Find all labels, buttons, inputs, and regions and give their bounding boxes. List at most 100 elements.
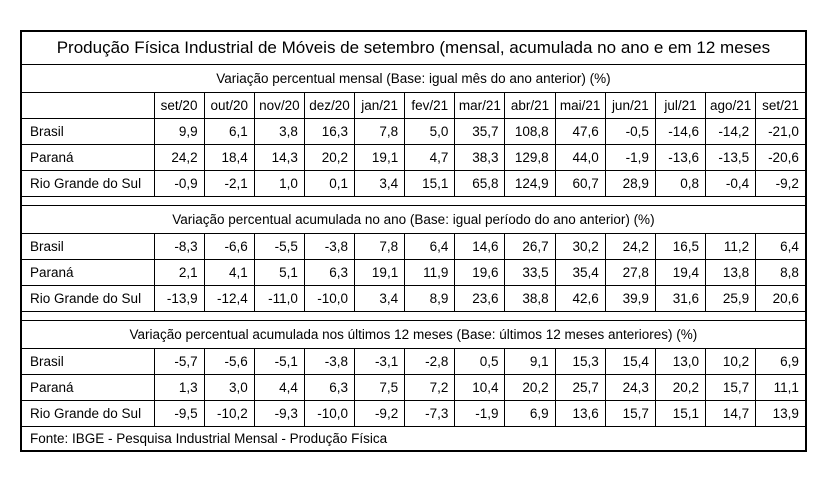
value-cell: 38,8: [504, 285, 556, 312]
value-cell: -9,2: [354, 400, 406, 427]
value-cell: 15,3: [554, 348, 606, 375]
value-cell: 4,1: [203, 259, 255, 286]
month-header: set/21: [755, 92, 807, 119]
separator-row: [20, 311, 807, 321]
month-header: out/20: [203, 92, 255, 119]
value-cell: -13,5: [705, 144, 757, 171]
value-cell: -5,6: [203, 348, 255, 375]
section-header-row: Variação percentual mensal (Base: igual …: [20, 64, 807, 93]
value-cell: 28,9: [604, 170, 656, 197]
table-row: Rio Grande do Sul -13,9 -12,4 -11,0 -10,0 3,4…: [20, 285, 807, 312]
section-header: Variação percentual acumulada nos último…: [20, 320, 807, 349]
value-cell: 19,1: [354, 144, 406, 171]
value-cell: 15,1: [654, 400, 707, 427]
table-row: Paraná 24,2 18,4 14,3 20,2 19,1 4,7 38,3 129,8 44…: [20, 144, 807, 171]
value-cell: 16,3: [303, 118, 356, 145]
value-cell: 8,8: [755, 259, 807, 286]
value-cell: 14,3: [253, 144, 305, 171]
value-cell: 3,4: [354, 170, 406, 197]
value-cell: 23,6: [454, 285, 506, 312]
stats-table: Produção Física Industrial de Móveis de …: [20, 30, 807, 452]
value-cell: -3,1: [354, 348, 406, 375]
value-cell: 13,9: [755, 400, 807, 427]
value-cell: 42,6: [554, 285, 606, 312]
value-cell: -1,9: [454, 400, 506, 427]
value-cell: 19,1: [354, 259, 406, 286]
value-cell: 6,9: [504, 400, 556, 427]
value-cell: -10,0: [303, 400, 356, 427]
value-cell: -0,5: [604, 118, 656, 145]
value-cell: 124,9: [504, 170, 556, 197]
value-cell: -0,9: [153, 170, 205, 197]
title-row: Produção Física Industrial de Móveis de …: [20, 30, 807, 65]
value-cell: 7,2: [404, 374, 456, 401]
region-label: Paraná: [20, 259, 155, 286]
value-cell: 13,6: [554, 400, 606, 427]
value-cell: 25,9: [705, 285, 757, 312]
value-cell: -13,6: [654, 144, 707, 171]
separator-cell: [20, 196, 807, 206]
month-header-row: set/20 out/20 nov/20 dez/20 jan/21 fev/2…: [20, 92, 807, 119]
value-cell: 15,7: [604, 400, 656, 427]
value-cell: 7,5: [354, 374, 406, 401]
value-cell: 14,7: [705, 400, 757, 427]
value-cell: 6,1: [203, 118, 255, 145]
page-title: Produção Física Industrial de Móveis de …: [20, 30, 807, 65]
value-cell: -14,6: [654, 118, 707, 145]
region-label: Brasil: [20, 118, 155, 145]
value-cell: -12,4: [203, 285, 255, 312]
table-footer-rows: Fonte: IBGE - Pesquisa Industrial Mensal…: [20, 426, 807, 452]
corner-cell: [20, 92, 155, 119]
value-cell: 18,4: [203, 144, 255, 171]
value-cell: 35,4: [554, 259, 606, 286]
month-header: nov/20: [253, 92, 305, 119]
value-cell: -2,1: [203, 170, 255, 197]
table-row: Paraná 2,1 4,1 5,1 6,3 19,1 11,9 19,6 33,5 35,4 27…: [20, 259, 807, 286]
value-cell: 3,4: [354, 285, 406, 312]
value-cell: 108,8: [504, 118, 556, 145]
table-row: Brasil -8,3 -6,6 -5,5 -3,8 7,8 6,4 14,6 26,7 30,2…: [20, 233, 807, 260]
value-cell: -5,7: [153, 348, 205, 375]
value-cell: 5,0: [404, 118, 456, 145]
table-row: Rio Grande do Sul -9,5 -10,2 -9,3 -10,0 -9,2-…: [20, 400, 807, 427]
value-cell: 3,0: [203, 374, 255, 401]
value-cell: -6,6: [203, 233, 255, 260]
value-cell: 6,3: [303, 259, 356, 286]
production-table-container: Produção Física Industrial de Móveis de …: [20, 30, 807, 452]
value-cell: -5,1: [253, 348, 305, 375]
value-cell: 0,8: [654, 170, 707, 197]
value-cell: -10,0: [303, 285, 356, 312]
month-header: jan/21: [354, 92, 406, 119]
month-header: fev/21: [404, 92, 456, 119]
value-cell: -7,3: [404, 400, 456, 427]
value-cell: -21,0: [755, 118, 807, 145]
value-cell: 20,2: [654, 374, 707, 401]
value-cell: 0,5: [454, 348, 506, 375]
value-cell: 15,7: [705, 374, 757, 401]
footer-row: Fonte: IBGE - Pesquisa Industrial Mensal…: [20, 426, 807, 452]
table-head-rows: Produção Física Industrial de Móveis de …: [20, 30, 807, 119]
value-cell: -3,8: [303, 233, 356, 260]
value-cell: 20,6: [755, 285, 807, 312]
value-cell: 7,8: [354, 233, 406, 260]
value-cell: 11,1: [755, 374, 807, 401]
value-cell: 24,3: [604, 374, 656, 401]
region-label: Paraná: [20, 144, 155, 171]
region-label: Brasil: [20, 233, 155, 260]
value-cell: 19,4: [654, 259, 707, 286]
value-cell: -11,0: [253, 285, 305, 312]
month-header: jul/21: [654, 92, 707, 119]
value-cell: -8,3: [153, 233, 205, 260]
value-cell: 7,8: [354, 118, 406, 145]
value-cell: 10,4: [454, 374, 506, 401]
value-cell: 20,2: [303, 144, 356, 171]
value-cell: 9,1: [504, 348, 556, 375]
sections-container: Brasil 9,9 6,1 3,8 16,3 7,8 5,0 35,7 108,8 47,6 -0…: [20, 118, 807, 427]
table-row: Brasil -5,7 -5,6 -5,1 -3,8 -3,1 -2,8 0,5 9,1 15,3…: [20, 348, 807, 375]
table-row: Brasil 9,9 6,1 3,8 16,3 7,8 5,0 35,7 108,8 47,6 -0…: [20, 118, 807, 145]
value-cell: 9,9: [153, 118, 205, 145]
value-cell: 1,3: [153, 374, 205, 401]
value-cell: 65,8: [454, 170, 506, 197]
value-cell: -1,9: [604, 144, 656, 171]
value-cell: 1,0: [253, 170, 305, 197]
